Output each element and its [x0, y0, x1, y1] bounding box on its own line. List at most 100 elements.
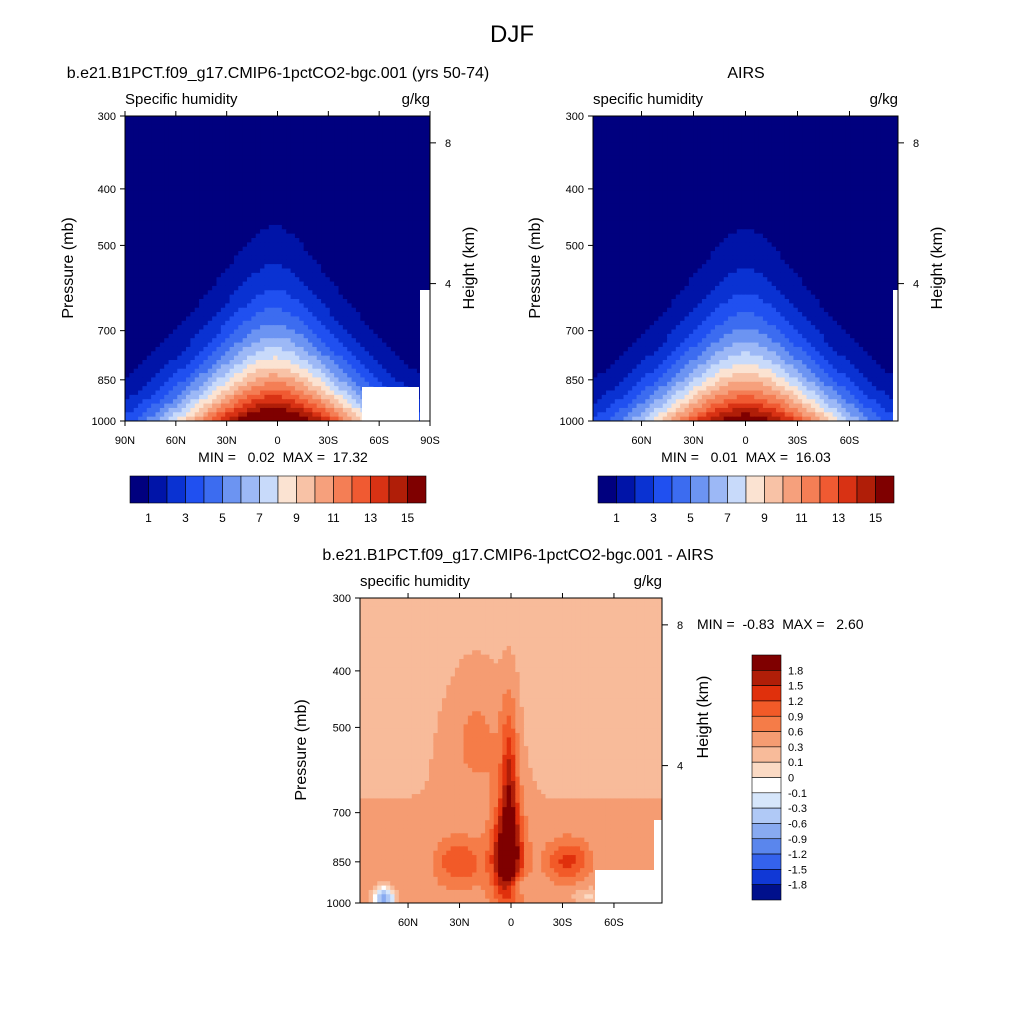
model-cell	[290, 403, 296, 409]
airs-cell	[606, 116, 612, 121]
model-cell	[290, 137, 296, 143]
model-cell	[334, 312, 340, 318]
model-cell	[364, 373, 370, 379]
model-cell	[281, 220, 287, 226]
model-cell	[247, 307, 252, 313]
model-cell	[190, 338, 196, 344]
model-cell	[168, 198, 174, 204]
model-cell	[207, 377, 213, 383]
model-cell	[142, 390, 148, 396]
model-cell	[164, 238, 170, 243]
model-cell	[151, 268, 157, 274]
model-cell	[403, 272, 409, 278]
model-cell	[308, 238, 313, 243]
model-cell	[199, 360, 205, 365]
model-cell	[408, 355, 414, 361]
model-cell	[294, 185, 300, 191]
panel-model-title: b.e21.B1PCT.f09_g17.CMIP6-1pctCO2-bgc.00…	[67, 65, 489, 82]
model-cell	[212, 190, 218, 196]
model-cell	[146, 386, 152, 392]
model-cell	[421, 172, 427, 178]
model-cell	[347, 211, 353, 217]
model-cell	[138, 120, 144, 126]
model-cell	[316, 333, 322, 339]
model-cell	[247, 185, 252, 191]
model-cell	[403, 185, 409, 191]
model-cell	[133, 272, 139, 278]
model-cell	[355, 403, 361, 409]
model-cell	[194, 242, 200, 248]
model-cell	[177, 159, 183, 165]
model-cell	[251, 259, 257, 265]
model-cell	[290, 346, 296, 352]
model-cell	[260, 129, 266, 135]
model-cell	[164, 268, 170, 274]
model-cell	[142, 364, 148, 370]
model-cell	[321, 281, 327, 287]
model-cell	[151, 216, 157, 222]
model-cell	[316, 246, 322, 252]
model-cell	[377, 124, 383, 130]
model-cell	[125, 390, 130, 396]
model-cell	[146, 259, 152, 265]
model-cell	[395, 360, 401, 365]
model-cell	[338, 203, 344, 209]
model-cell	[172, 399, 178, 405]
model-cell	[316, 155, 322, 161]
model-cell	[373, 242, 379, 248]
model-cell	[125, 159, 130, 165]
model-cell	[281, 290, 287, 296]
model-cell	[129, 416, 135, 421]
model-cell	[425, 281, 430, 287]
model-cell	[277, 168, 283, 174]
model-cell	[146, 120, 152, 126]
model-cell	[138, 224, 144, 230]
model-cell	[412, 285, 418, 291]
model-cell	[142, 198, 148, 204]
model-cell	[172, 211, 178, 217]
model-cell	[268, 368, 274, 374]
model-cell	[255, 407, 261, 413]
model-cell	[299, 216, 305, 222]
model-cell	[142, 155, 148, 161]
model-cell	[416, 407, 422, 413]
model-cell	[181, 381, 187, 387]
model-cell	[329, 220, 335, 226]
model-cell	[351, 194, 357, 200]
model-cell	[190, 238, 196, 243]
model-cell	[273, 360, 279, 365]
model-cell	[207, 386, 213, 392]
model-cell	[268, 155, 274, 161]
model-cell	[373, 360, 379, 365]
model-cell	[186, 159, 191, 165]
model-cell	[172, 368, 178, 374]
model-cell	[138, 185, 144, 191]
model-cell	[238, 364, 244, 370]
model-cell	[264, 203, 270, 209]
model-cell	[421, 277, 427, 283]
model-cell	[199, 268, 205, 274]
model-cell	[325, 394, 331, 400]
model-cell	[164, 185, 170, 191]
model-cell	[355, 285, 361, 291]
model-cell	[251, 342, 257, 348]
height-tick-label: 4	[445, 279, 451, 291]
model-cell	[194, 325, 200, 331]
model-cell	[186, 416, 191, 421]
model-cell	[338, 290, 344, 296]
model-cell	[155, 312, 161, 318]
model-cell	[386, 233, 392, 239]
model-cell	[264, 333, 270, 339]
model-cell	[408, 137, 414, 143]
model-cell	[303, 211, 309, 217]
model-cell	[290, 285, 296, 291]
model-cell	[155, 373, 161, 379]
model-cell	[360, 325, 366, 331]
model-cell	[390, 150, 396, 156]
model-cell	[342, 346, 348, 352]
model-cell	[260, 303, 266, 309]
model-cell	[421, 203, 427, 209]
model-cell	[133, 181, 139, 187]
model-cell	[399, 133, 405, 139]
model-cell	[229, 216, 235, 222]
